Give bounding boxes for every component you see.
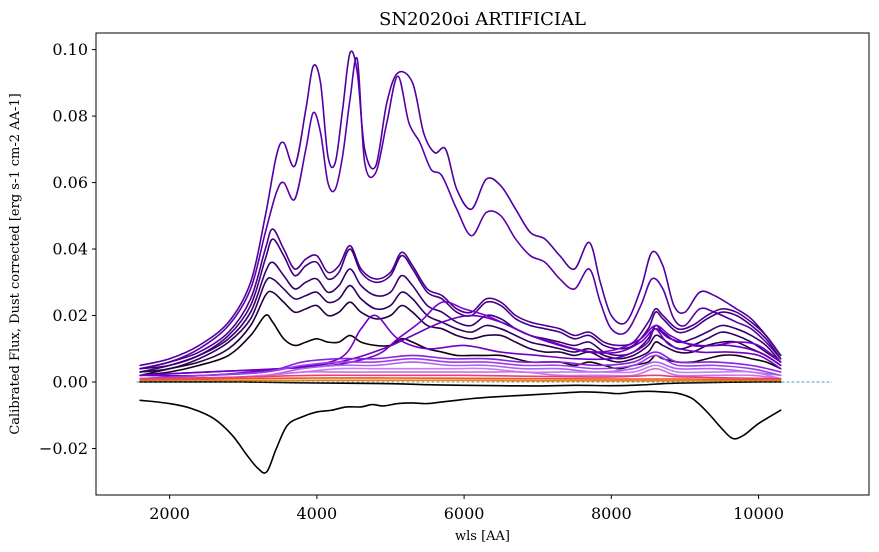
x-axis-title: wls [AA] [455,529,510,544]
x-axis: 2000 4000 6000 8000 10000 [149,495,784,523]
x-tick-label: 6000 [444,504,485,523]
spectrum-series-12 [139,351,782,380]
y-tick-label: −0.02 [39,439,88,458]
spectrum-series-16 [139,367,782,380]
y-tick-label: 0.10 [52,40,88,59]
y-tick-label: 0.04 [52,240,88,259]
spectrum-series-7 [139,290,782,377]
x-tick-label: 4000 [296,504,337,523]
x-tick-label: 2000 [149,504,190,523]
spectrum-series-2 [139,56,782,370]
y-tick-label: 0.06 [52,173,88,192]
y-axis-title: Calibrated Flux, Dust corrected [erg s-1… [8,93,23,434]
spectrum-series-14 [139,361,782,380]
spectrum-series-21 [139,381,782,387]
spectrum-series-19 [139,379,782,383]
spectrum-series-11 [139,314,782,377]
x-tick-label: 8000 [591,504,632,523]
series-layer [139,50,782,474]
spectrum-series-3 [139,228,782,370]
spectrum-series-13 [139,354,782,380]
spectrum-series-20 [139,390,782,474]
y-tick-label: 0.08 [52,107,88,126]
chart-title: SN2020oi ARTIFICIAL [379,9,586,30]
spectrum-series-17 [139,374,782,380]
x-tick-label: 10000 [733,504,784,523]
spectrum-series-18 [139,377,782,382]
y-axis: −0.02 0.00 0.02 0.04 0.06 0.08 0.10 [39,40,96,458]
y-tick-label: 0.02 [52,306,88,325]
spectrum-series-1 [139,50,782,367]
y-tick-label: 0.00 [52,372,88,391]
plot-frame [95,32,870,496]
